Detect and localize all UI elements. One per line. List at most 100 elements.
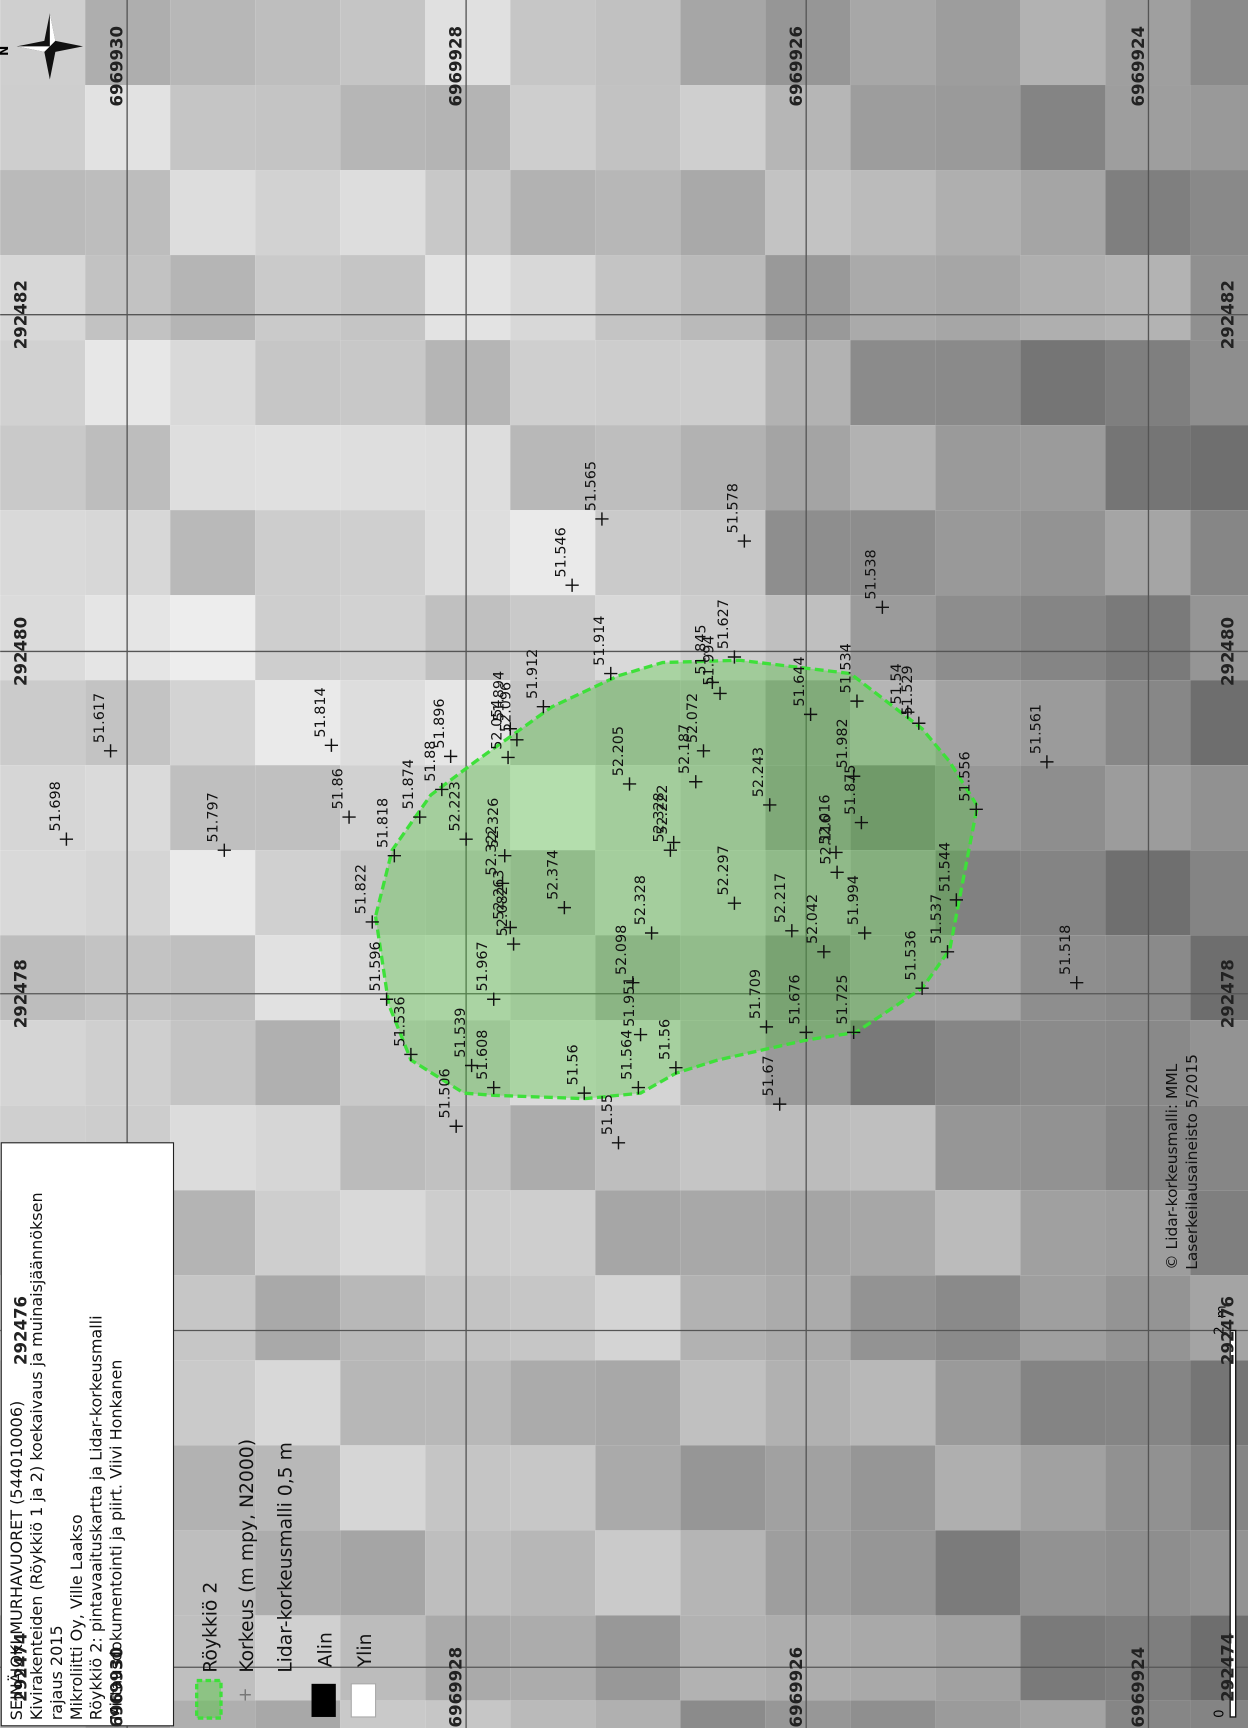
raster-cell <box>340 1190 425 1275</box>
legend-label: Korkeus (m mpy, N2000) <box>237 1439 258 1673</box>
raster-cell <box>935 1020 1020 1105</box>
title-line: rajaus 2015 <box>47 1625 66 1720</box>
raster-cell <box>935 595 1020 680</box>
raster-cell <box>765 0 850 85</box>
raster-cell <box>935 1615 1020 1700</box>
raster-cell <box>1020 510 1105 595</box>
raster-cell <box>0 510 85 595</box>
raster-cell <box>425 0 510 85</box>
raster-cell <box>595 1275 680 1360</box>
raster-cell <box>1020 1615 1105 1700</box>
point-label: 51.698 <box>48 781 64 831</box>
point-label: 51.797 <box>206 792 222 842</box>
point-label: 52.116 <box>818 814 834 864</box>
raster-cell <box>765 1445 850 1530</box>
raster-cell <box>510 1530 595 1615</box>
raster-cell <box>0 680 85 765</box>
raster-cell <box>680 1360 765 1445</box>
point-label: 51.55 <box>600 1094 616 1135</box>
raster-cell <box>1190 1445 1248 1530</box>
raster-cell <box>510 340 595 425</box>
point-label: 51.951 <box>622 977 638 1027</box>
raster-cell <box>0 765 85 850</box>
raster-cell <box>255 935 340 1020</box>
raster-cell <box>425 340 510 425</box>
point-label: 51.725 <box>835 974 851 1024</box>
raster-cell <box>255 1020 340 1105</box>
raster-cell <box>680 1615 765 1700</box>
raster-cell <box>1020 85 1105 170</box>
raster-cell <box>595 1360 680 1445</box>
legend-label: Lidar-korkeusmalli 0,5 m <box>276 1442 297 1673</box>
raster-cell <box>255 170 340 255</box>
raster-cell <box>1020 1360 1105 1445</box>
raster-cell <box>340 0 425 85</box>
title-line: Kivirakenteiden (Röykkiö 1 ja 2) koekaiv… <box>27 1192 46 1720</box>
point-label: 51.709 <box>748 969 764 1019</box>
raster-cell <box>510 595 595 680</box>
raster-cell <box>255 340 340 425</box>
raster-cell <box>850 255 935 340</box>
raster-cell <box>680 425 765 510</box>
raster-cell <box>340 170 425 255</box>
legend-label: Alin <box>315 1632 336 1667</box>
point-label: 51.538 <box>864 549 880 599</box>
point-label: 52.223 <box>447 781 463 831</box>
raster-cell <box>425 1530 510 1615</box>
raster-cell <box>255 850 340 935</box>
raster-cell <box>170 935 255 1020</box>
raster-cell <box>340 85 425 170</box>
raster-cell <box>765 1275 850 1360</box>
raster-cell <box>425 510 510 595</box>
raster-cell <box>765 170 850 255</box>
raster-cell <box>255 85 340 170</box>
raster-cell <box>1190 765 1248 850</box>
raster-cell <box>595 425 680 510</box>
point-label: 51.539 <box>453 1008 469 1058</box>
point-label: 51.676 <box>788 974 804 1024</box>
point-label: 51.596 <box>368 941 384 991</box>
raster-cell <box>595 1700 680 1728</box>
scale-label: 0 <box>1213 1709 1228 1717</box>
grid-label: 292480 <box>1218 617 1237 686</box>
point-label: 51.506 <box>438 1068 454 1118</box>
grid-label: 292478 <box>12 959 31 1028</box>
raster-cell <box>1020 595 1105 680</box>
raster-cell <box>1020 1190 1105 1275</box>
raster-cell <box>255 255 340 340</box>
raster-cell <box>680 1275 765 1360</box>
title-line: SEINÄJOKI MURHAVUORET (544010006) <box>7 1401 26 1721</box>
raster-cell <box>850 1020 935 1105</box>
raster-cell <box>935 680 1020 765</box>
legend-label: Ylin <box>355 1633 376 1668</box>
raster-cell <box>425 595 510 680</box>
raster-cell <box>0 340 85 425</box>
raster-cell <box>1020 255 1105 340</box>
raster-cell <box>595 1615 680 1700</box>
raster-cell <box>170 680 255 765</box>
raster-cell <box>255 0 340 85</box>
raster-cell <box>170 255 255 340</box>
point-label: 51.912 <box>525 649 541 699</box>
raster-cell <box>850 1360 935 1445</box>
raster-cell <box>510 170 595 255</box>
raster-cell <box>1020 1105 1105 1190</box>
grid-label: 292478 <box>1218 959 1237 1028</box>
raster-cell <box>850 1615 935 1700</box>
raster-cell <box>255 510 340 595</box>
raster-cell <box>1020 0 1105 85</box>
raster-cell <box>340 1445 425 1530</box>
raster-cell <box>935 340 1020 425</box>
point-label: 52.297 <box>716 845 732 895</box>
raster-cell <box>935 170 1020 255</box>
raster-cell <box>1020 765 1105 850</box>
raster-cell <box>1190 680 1248 765</box>
raster-cell <box>170 340 255 425</box>
title-line: Mittausdokumentointi ja piirt. Viivi Hon… <box>107 1360 126 1721</box>
point-label: 52.243 <box>751 747 767 797</box>
grid-label: 6969930 <box>108 26 127 107</box>
point-label: 51.822 <box>354 864 370 914</box>
credits: © Lidar-korkeusmalli: MML Laserkeilausai… <box>1163 1054 1201 1270</box>
raster-cell <box>170 595 255 680</box>
raster-cell <box>935 1530 1020 1615</box>
